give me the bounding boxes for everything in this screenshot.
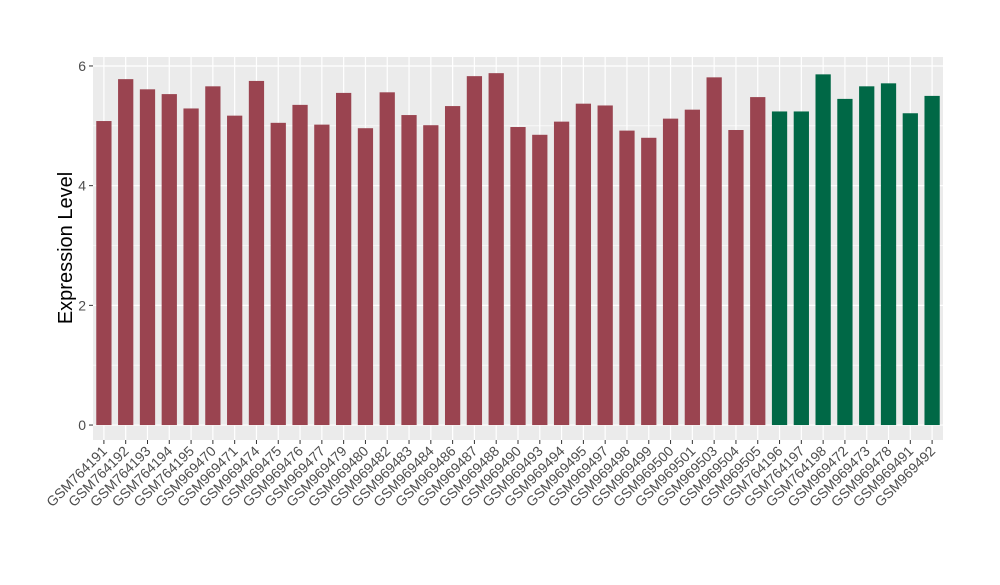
bar-GSM969497 [597, 105, 613, 426]
bar-GSM764197 [793, 111, 809, 426]
bar-GSM969490 [510, 127, 526, 426]
bar-GSM764196 [771, 111, 788, 426]
bar-GSM764194 [161, 94, 177, 426]
bar-GSM969472 [837, 98, 853, 426]
bar-GSM969499 [641, 137, 657, 426]
bar-GSM969486 [444, 106, 461, 426]
bar-GSM969501 [684, 109, 700, 426]
y-tick-label: 6 [78, 58, 86, 74]
bar-GSM969478 [880, 83, 897, 426]
bar-GSM764192 [118, 79, 134, 426]
y-axis-label: Expression Level [55, 172, 77, 324]
bar-GSM969484 [423, 125, 439, 426]
bar-GSM969473 [859, 86, 875, 426]
bar-GSM764191 [96, 121, 112, 426]
bar-GSM969498 [619, 130, 635, 426]
bar-GSM969479 [336, 92, 352, 426]
bar-GSM764193 [139, 89, 156, 426]
bar-GSM969477 [314, 124, 330, 426]
bar-GSM969492 [924, 95, 940, 426]
y-tick-label: 4 [78, 178, 86, 194]
y-axis: 0 2 4 6 [78, 58, 93, 433]
bar-GSM969504 [728, 130, 744, 426]
bar-GSM969474 [248, 80, 265, 426]
y-tick-label: 0 [78, 417, 86, 433]
bar-GSM764198 [815, 74, 831, 426]
x-axis: GSM764191GSM764192GSM764193GSM764194GSM7… [43, 440, 938, 510]
bar-GSM969487 [466, 76, 483, 426]
bar-GSM969495 [575, 103, 592, 426]
bar-GSM969505 [750, 97, 766, 426]
bar-GSM969475 [270, 122, 286, 426]
bar-GSM969483 [401, 115, 417, 426]
bar-GSM969476 [292, 104, 308, 426]
bar-GSM764195 [183, 108, 199, 426]
bar-GSM969471 [227, 115, 243, 426]
bar-GSM969480 [357, 128, 374, 426]
bar-GSM969500 [662, 118, 679, 426]
bar-GSM969482 [379, 92, 395, 426]
bar-GSM969494 [553, 121, 570, 426]
bar-GSM969488 [488, 73, 504, 426]
bar-GSM969503 [706, 77, 722, 426]
bar-GSM969493 [532, 134, 548, 426]
y-tick-label: 2 [78, 297, 86, 313]
bar-GSM969470 [205, 86, 221, 426]
bars [96, 73, 940, 426]
bar-GSM969491 [902, 113, 918, 426]
